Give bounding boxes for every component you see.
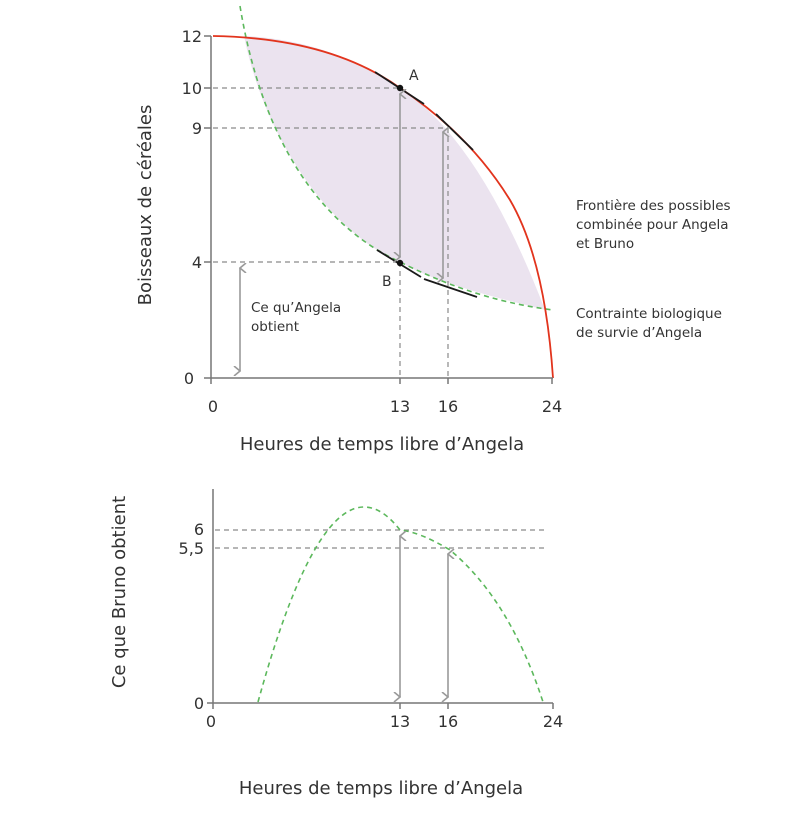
- top-axes: [204, 35, 553, 384]
- bottom-y-tick-6: 6: [194, 520, 204, 539]
- bottom-x-tick-24: 24: [543, 712, 563, 731]
- frontier-legend-line2: combinée pour Angela: [576, 217, 729, 233]
- frontier-legend-line3: et Bruno: [576, 236, 634, 252]
- bottom-x-tick-13: 13: [390, 712, 410, 731]
- bottom-x-tick-0: 0: [206, 712, 216, 731]
- x-tick-24: 24: [542, 397, 562, 416]
- top-y-axis-title: Boisseaux de céréales: [135, 105, 156, 306]
- x-tick-13: 13: [390, 397, 410, 416]
- y-tick-4: 4: [192, 253, 202, 272]
- bottom-x-tick-16: 16: [438, 712, 458, 731]
- constraint-legend-line1: Contrainte biologique: [576, 306, 722, 322]
- point-a: [396, 84, 404, 92]
- share-arrows: [240, 94, 443, 371]
- bottom-x-axis-title: Heures de temps libre d’Angela: [239, 778, 523, 799]
- constraint-legend-line2: de survie d’Angela: [576, 325, 702, 341]
- feasible-region: [244, 36, 545, 310]
- x-tick-16: 16: [438, 397, 458, 416]
- top-x-axis-title: Heures de temps libre d’Angela: [240, 434, 524, 455]
- angela-share-note-line1: Ce qu’Angela: [251, 300, 341, 316]
- bottom-chart: 6 5,5 0 0 13 16 24 Ce que Bruno obtient …: [109, 489, 563, 799]
- y-tick-10: 10: [182, 79, 202, 98]
- bruno-arrows: [400, 536, 448, 697]
- y-tick-12: 12: [182, 27, 202, 46]
- bottom-guide-lines: [215, 529, 545, 549]
- bottom-y-tick-0: 0: [194, 694, 204, 713]
- bottom-y-tick-5-5: 5,5: [179, 539, 204, 558]
- bruno-share-curve: [257, 506, 544, 703]
- survival-constraint-curve: [239, 5, 554, 311]
- frontier-legend-line1: Frontière des possibles: [576, 198, 731, 214]
- y-tick-0: 0: [184, 369, 194, 388]
- point-a-label: A: [409, 68, 419, 84]
- bottom-y-axis-title: Ce que Bruno obtient: [109, 496, 130, 688]
- bottom-axes: [207, 489, 554, 709]
- point-b-label: B: [382, 274, 392, 290]
- top-chart: A B 12 10 9 4 0 0 13 16 24 Boisseaux de …: [135, 5, 731, 455]
- y-tick-9: 9: [192, 119, 202, 138]
- guide-lines: [213, 87, 449, 378]
- point-b: [396, 259, 404, 267]
- angela-share-note-line2: obtient: [251, 319, 299, 335]
- x-tick-0: 0: [208, 397, 218, 416]
